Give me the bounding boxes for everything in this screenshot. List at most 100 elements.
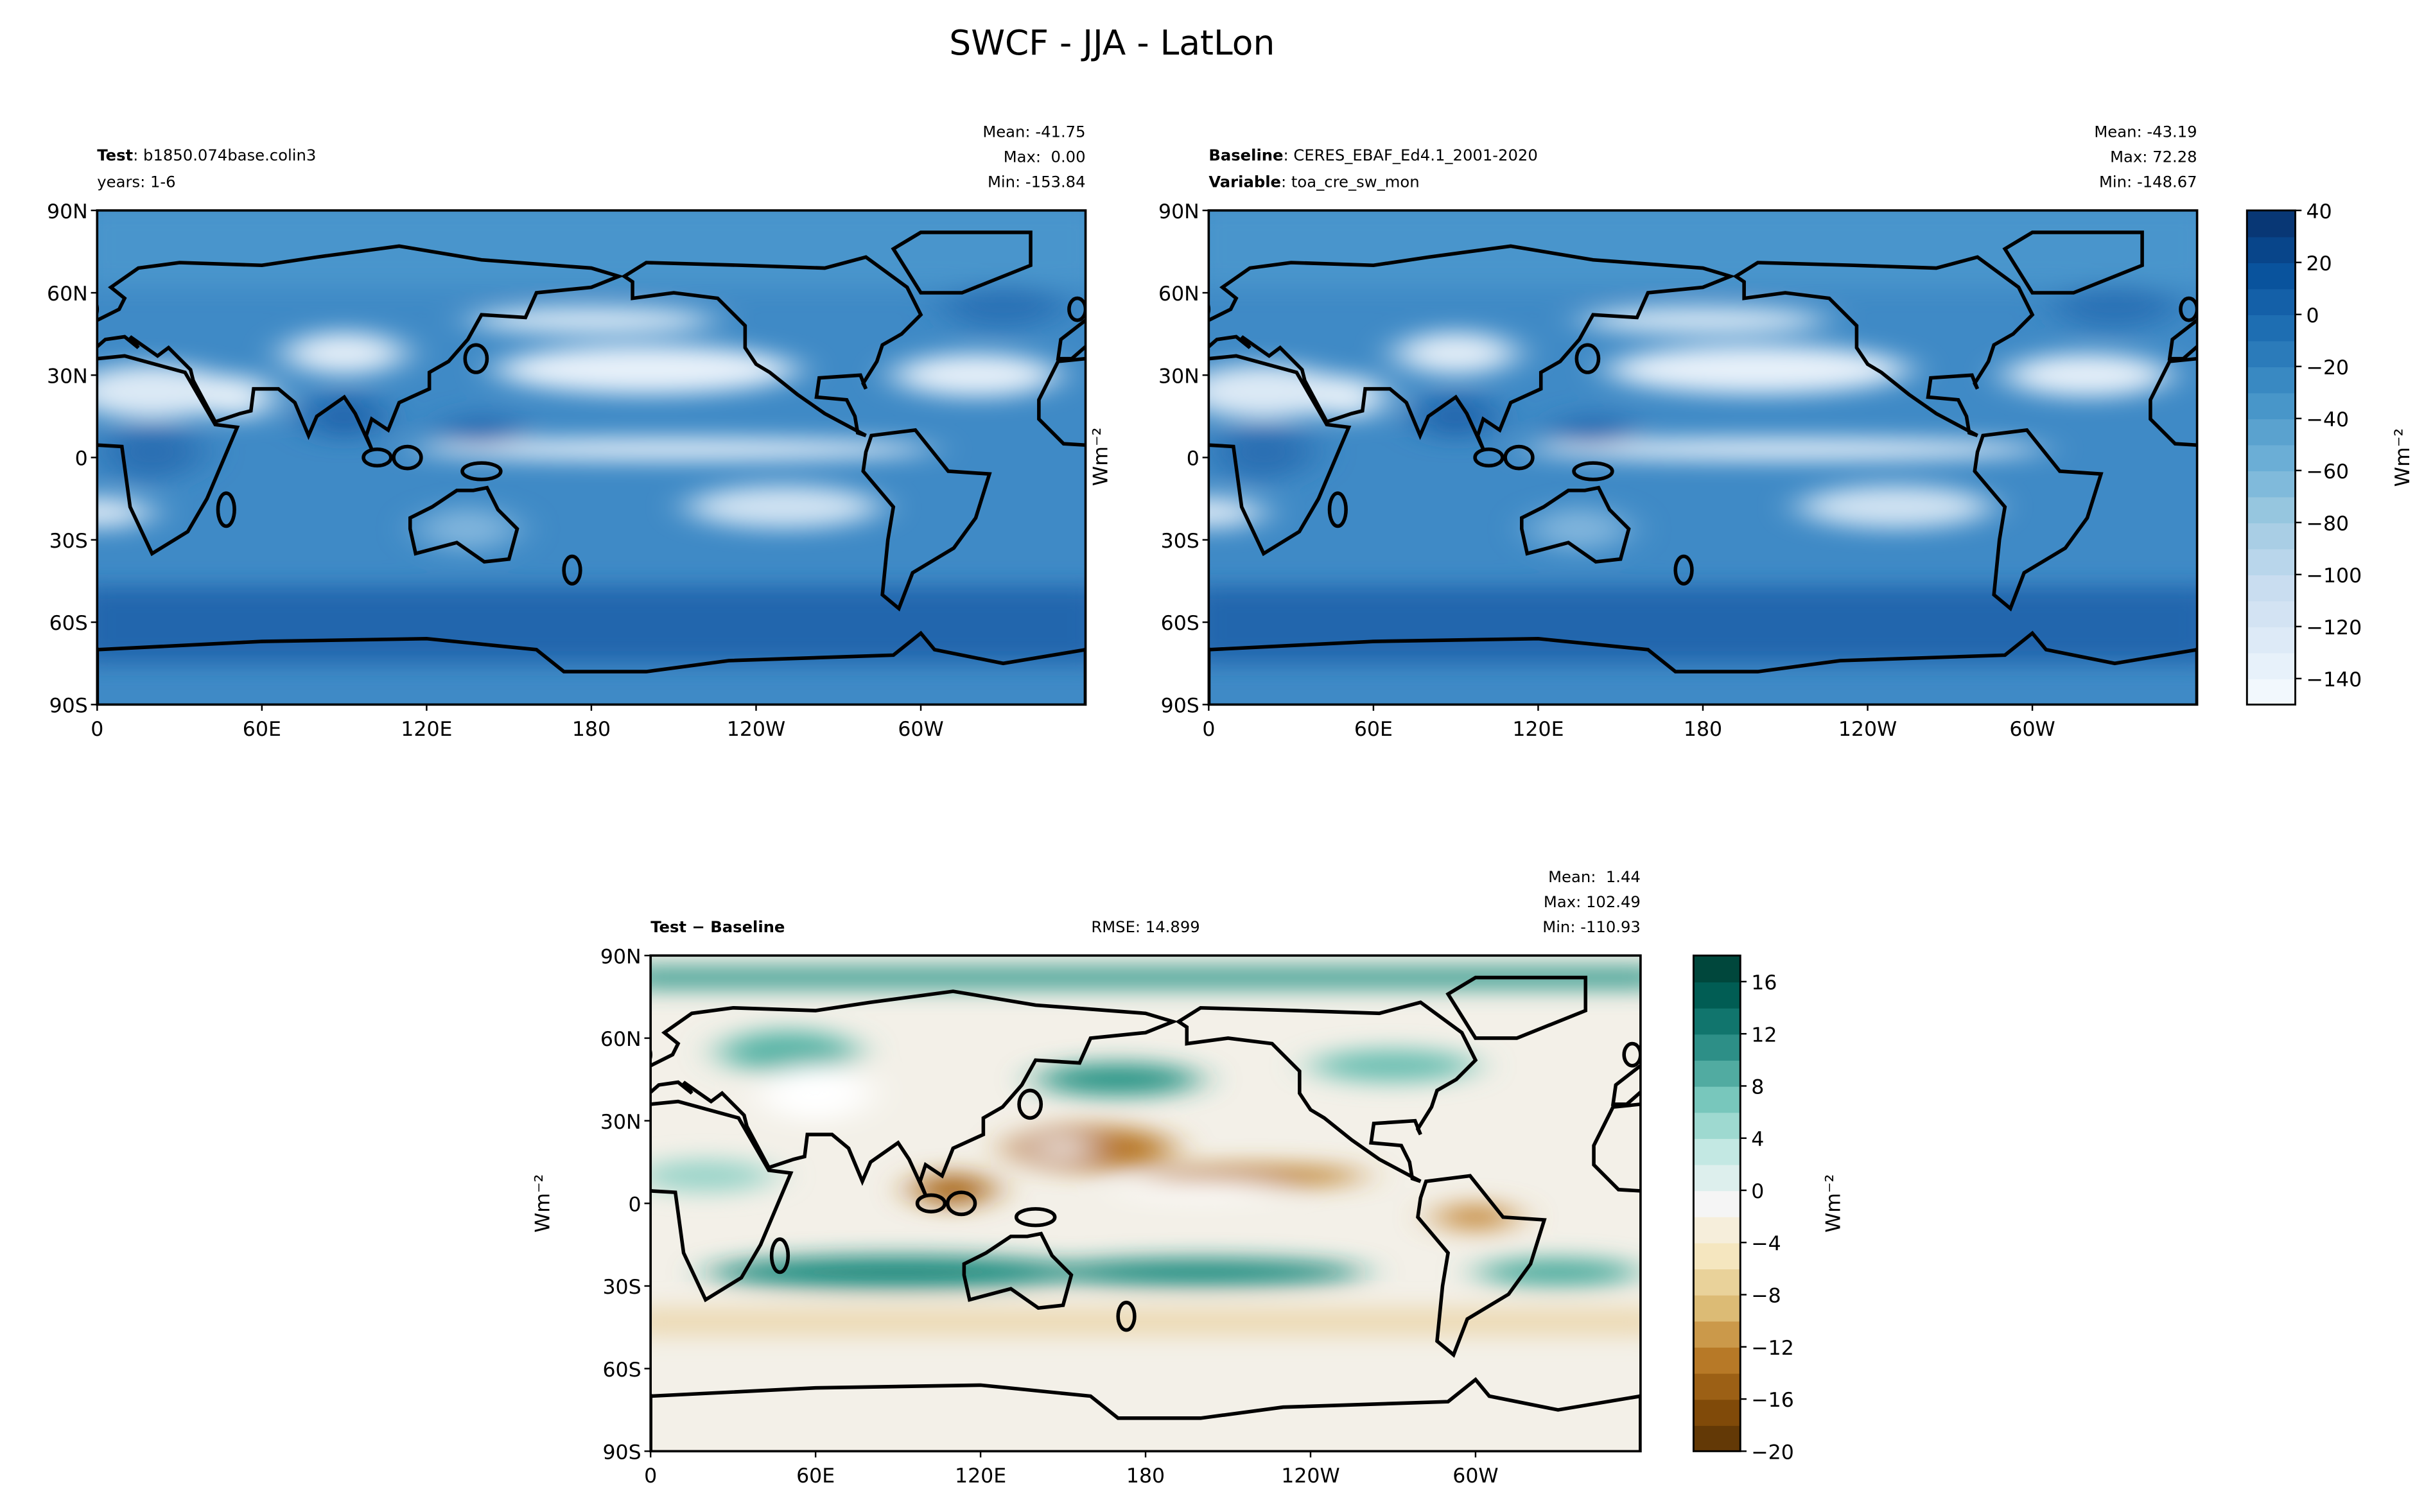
colorbar-segment: [1693, 1216, 1741, 1244]
panel-stat: Max: 0.00: [1004, 147, 1086, 166]
panel-stat: Mean: -43.19: [2094, 123, 2197, 141]
lat-tick-label: 60S: [49, 612, 88, 635]
panel-stat: Mean: 1.44: [1548, 867, 1641, 886]
colorbar-segment: [2247, 626, 2296, 654]
colorbar-segment: [1693, 1112, 1741, 1139]
colorbar-segment: [1693, 1007, 1741, 1035]
colorbar-tick-label: −40: [2307, 408, 2350, 431]
lat-tick-label: 90N: [47, 200, 88, 223]
colorbar-tick-label: −100: [2307, 564, 2362, 587]
colorbar-tick-label: 12: [1751, 1023, 1777, 1047]
colorbar-tick-label: −120: [2307, 616, 2362, 639]
map-geo: [0, 942, 2433, 1465]
lat-tick-label: 60N: [1158, 282, 1199, 306]
lon-tick-label: 120E: [401, 718, 452, 741]
panel-stat: Min: -153.84: [988, 172, 1086, 191]
field: [1154, 196, 2225, 718]
colorbar-segment: [2247, 522, 2296, 550]
colorbar-segment: [2247, 340, 2296, 368]
colorbar-tick-label: −8: [1751, 1285, 1781, 1308]
figure-title: SWCF - JJA - LatLon: [949, 22, 1275, 63]
lon-tick-label: 0: [1202, 718, 1215, 741]
colorbar-segment: [2247, 210, 2296, 238]
lat-tick-label: 90S: [49, 695, 88, 718]
colorbar-segment: [1693, 1086, 1741, 1113]
lon-tick-label: 180: [572, 718, 611, 741]
y-axis-label: Wm⁻²: [1090, 428, 1113, 486]
colorbar-tick-label: −80: [2307, 512, 2350, 535]
lon-tick-label: 120W: [1838, 718, 1897, 741]
lat-tick-label: 30N: [1158, 365, 1199, 388]
lon-tick-label: 60W: [2009, 718, 2055, 741]
colorbar-segment: [1693, 1321, 1741, 1348]
colorbar-tick-label: −20: [1751, 1441, 1794, 1464]
colorbar-label: Wm⁻²: [2391, 428, 2414, 487]
colorbar-segment: [2247, 574, 2296, 602]
colorbar-segment: [1693, 955, 1741, 983]
colorbar-tick-label: 40: [2307, 200, 2332, 223]
colorbar-segment: [1693, 1294, 1741, 1322]
colorbar-tick-label: −4: [1751, 1232, 1781, 1255]
colorbar-frame: [1692, 954, 1741, 1452]
colorbar-segment: [2247, 652, 2296, 680]
colorbar-tick-label: −16: [1751, 1389, 1794, 1412]
lat-tick-label: 60N: [47, 282, 88, 306]
lat-tick-label: 60S: [602, 1359, 641, 1382]
map: [0, 942, 2433, 1465]
lon-tick-label: 60E: [796, 1464, 835, 1488]
lat-tick-label: 30N: [47, 365, 88, 388]
panel-stat: Max: 72.28: [2110, 147, 2197, 166]
header-value: : toa_cre_sw_mon: [1281, 172, 1420, 191]
colorbar-segment: [1693, 1373, 1741, 1400]
panel-stat: Min: -148.67: [2099, 172, 2197, 191]
colorbar-tick-label: −60: [2307, 460, 2350, 483]
header-value: years: 1-6: [97, 172, 175, 191]
colorbar-label: Wm⁻²: [1822, 1174, 1845, 1233]
panel-stat: Mean: -41.75: [982, 123, 1085, 141]
colorbar-segment: [1693, 1268, 1741, 1296]
panel-header: Baseline: CERES_EBAF_Ed4.1_2001-2020: [1208, 146, 1537, 164]
panel-header: Variable: toa_cre_sw_mon: [1208, 172, 1419, 191]
colorbar-segment: [2247, 470, 2296, 498]
lon-tick-label: 120W: [1281, 1464, 1339, 1488]
field: [42, 196, 1113, 718]
colorbar-segment: [2247, 444, 2296, 472]
colorbar-segment: [1693, 1164, 1741, 1192]
colorbar-segment: [2247, 236, 2296, 263]
colorbar-tick-label: 0: [2307, 304, 2319, 327]
lon-tick-label: 60E: [243, 718, 281, 741]
lat-tick-label: 30S: [49, 530, 88, 553]
panel-header: Test: b1850.074base.colin3: [97, 146, 316, 164]
lat-tick-label: 60N: [600, 1028, 641, 1051]
colorbar-segment: [2247, 418, 2296, 446]
lon-tick-label: 0: [91, 718, 103, 741]
lon-tick-label: 180: [1126, 1464, 1165, 1488]
colorbar-segment: [2247, 288, 2296, 315]
lat-tick-label: 30S: [602, 1276, 641, 1299]
colorbar-segment: [2247, 392, 2296, 420]
lat-tick-label: 30N: [600, 1111, 641, 1134]
lon-tick-label: 120E: [955, 1464, 1006, 1488]
lon-tick-label: 60W: [1452, 1464, 1498, 1488]
header-value: : b1850.074base.colin3: [133, 146, 316, 164]
header-key: Baseline: [1208, 146, 1283, 164]
colorbar-segment: [2247, 548, 2296, 576]
header-key: Variable: [1208, 172, 1281, 191]
lat-tick-label: 90S: [1161, 695, 1199, 718]
colorbar-segment: [1693, 1138, 1741, 1165]
colorbar-tick-label: 16: [1751, 971, 1777, 995]
panel-rmse: RMSE: 14.899: [1091, 917, 1199, 936]
colorbar-segment: [1693, 1034, 1741, 1061]
colorbar-tick-label: 0: [1751, 1180, 1764, 1203]
colorbar-tick-label: −140: [2307, 668, 2362, 691]
y-axis-label: Wm⁻²: [531, 1174, 554, 1233]
lat-tick-label: 90N: [1158, 200, 1199, 223]
colorbar-tick-label: 4: [1751, 1128, 1764, 1151]
colorbar-segment: [1693, 1242, 1741, 1270]
colorbar-segment: [1693, 1399, 1741, 1426]
header-key: Test − Baseline: [650, 917, 785, 936]
colorbar-segment: [1693, 1425, 1741, 1452]
header-value: : CERES_EBAF_Ed4.1_2001-2020: [1284, 146, 1538, 164]
colorbar-segment: [2247, 678, 2296, 706]
